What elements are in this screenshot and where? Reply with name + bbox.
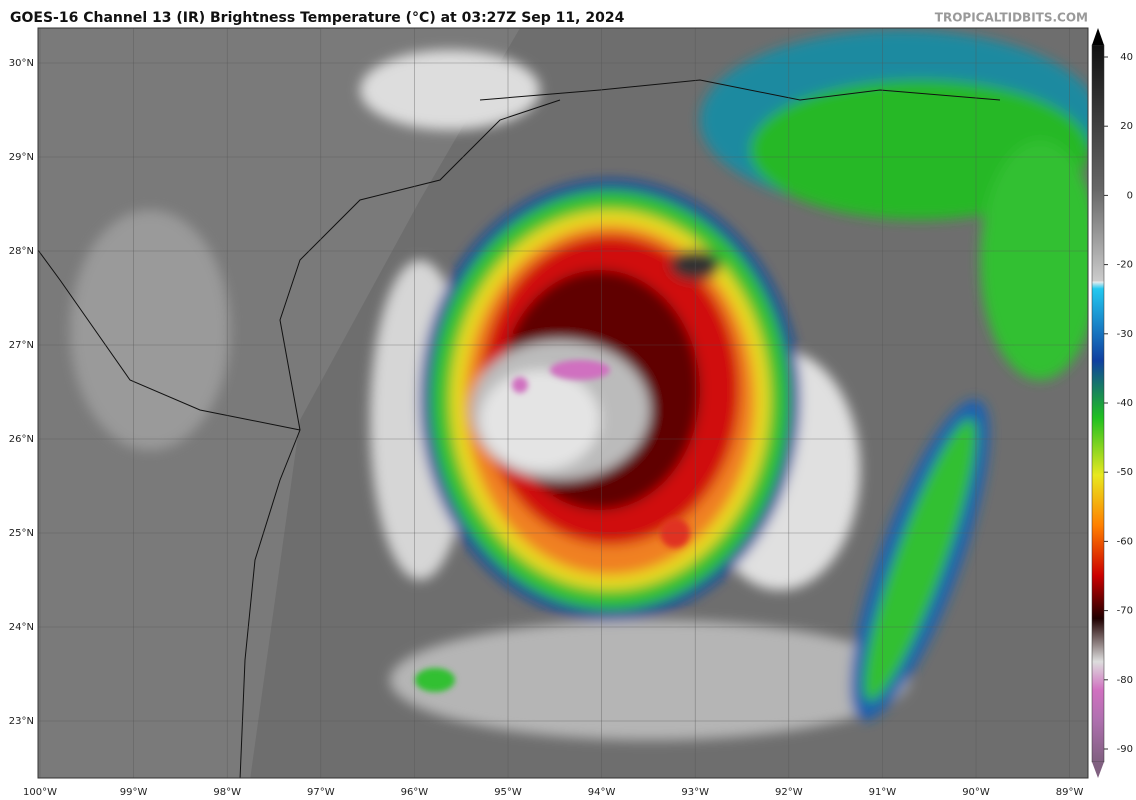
latitude-label: 30°N	[9, 58, 34, 69]
colorbar-label: -20	[1117, 260, 1133, 271]
imagery	[38, 28, 1088, 778]
colorbar-label: -40	[1117, 398, 1133, 409]
latitude-label: 25°N	[9, 528, 34, 539]
latitude-label: 29°N	[9, 152, 34, 163]
colorbar-label: 0	[1127, 190, 1133, 201]
latitude-label: 24°N	[9, 622, 34, 633]
colorbar-label: -80	[1117, 675, 1133, 686]
map-frame	[37, 27, 1089, 779]
longitude-label: 95°W	[494, 787, 522, 798]
longitude-label: 91°W	[869, 787, 897, 798]
colorbar-label: 20	[1120, 121, 1133, 132]
colorbar-label: -70	[1117, 606, 1133, 617]
source: TROPICALTIDBITS.COM	[935, 11, 1088, 25]
graticule	[38, 28, 1088, 778]
latitude-label: 27°N	[9, 340, 34, 351]
latitude-label: 26°N	[9, 434, 34, 445]
longitude-label: 92°W	[775, 787, 803, 798]
longitude-label: 97°W	[307, 787, 335, 798]
latitude-label: 28°N	[9, 246, 34, 257]
colorbar-label: -60	[1117, 536, 1133, 547]
colorbar-label: -50	[1117, 467, 1133, 478]
longitude-label: 90°W	[962, 787, 990, 798]
coastline	[38, 79, 1001, 778]
colorbar-label: 40	[1120, 52, 1133, 63]
colorbar	[1091, 28, 1105, 778]
colorbar-label: -90	[1117, 744, 1133, 755]
longitude-label: 89°W	[1056, 787, 1084, 798]
colorbar-label: -30	[1117, 329, 1133, 340]
longitude-label: 93°W	[681, 787, 709, 798]
title: GOES-16 Channel 13 (IR) Brightness Tempe…	[10, 10, 625, 26]
longitude-label: 98°W	[213, 787, 241, 798]
longitude-label: 94°W	[588, 787, 616, 798]
longitude-label: 99°W	[120, 787, 148, 798]
latitude-label: 23°N	[9, 716, 34, 727]
longitude-label: 96°W	[401, 787, 429, 798]
longitude-label: 100°W	[23, 787, 57, 798]
